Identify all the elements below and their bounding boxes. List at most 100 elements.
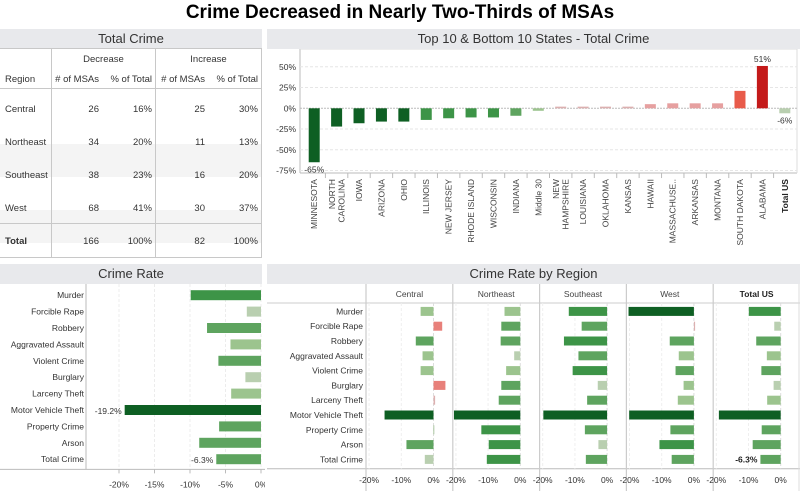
bar-property-crime — [219, 421, 261, 432]
bar-hawaii — [644, 104, 656, 109]
bar-total-us-larceny-theft — [767, 395, 781, 405]
bar-northeast-total-crime — [486, 454, 521, 464]
increase-pct: 20% — [238, 170, 258, 181]
x-tick-label: -10% — [391, 475, 411, 485]
x-tick-label: HAMPSHIRE — [560, 179, 570, 230]
x-tick-label: -10% — [478, 475, 498, 485]
bar-violent-crime — [218, 355, 261, 366]
bar-northeast-property-crime — [481, 425, 521, 435]
bar-northeast-murder — [504, 306, 521, 316]
x-tick-label: ARKANSAS — [690, 179, 700, 226]
x-tick-label: ILLINOIS — [421, 179, 431, 214]
bar-southeast-property-crime — [584, 425, 608, 435]
bar-kansas — [622, 106, 634, 109]
panel-header-northeast: Northeast — [478, 289, 515, 299]
column-header-region: Region — [5, 74, 36, 85]
bar-central-larceny-theft — [433, 395, 436, 405]
category-label: Motor Vehicle Theft — [11, 405, 85, 415]
category-label: Robbery — [331, 336, 364, 346]
panel-header-west: West — [660, 289, 680, 299]
bar-west-arson — [659, 440, 694, 450]
bar-middle-30 — [532, 108, 544, 111]
region-name: Total — [5, 236, 27, 247]
column-header-dec-count: # of MSAs — [55, 74, 99, 85]
x-tick-label: 0% — [514, 475, 527, 485]
panel-header-central: Central — [396, 289, 424, 299]
bar-north-carolina — [331, 108, 343, 127]
x-tick-label: 0% — [255, 479, 265, 489]
category-label: Murder — [57, 290, 84, 300]
bar-southeast-arson — [598, 440, 608, 450]
x-tick-label: IOWA — [354, 179, 364, 202]
bar-total-us-arson — [752, 440, 781, 450]
decrease-count: 68 — [88, 203, 99, 214]
bar-south-dakota — [734, 90, 746, 109]
bar-iowa — [353, 108, 365, 124]
y-tick-label: 25% — [279, 83, 296, 93]
category-label: Larceny Theft — [32, 389, 84, 399]
increase-pct: 13% — [238, 137, 258, 148]
bar-northeast-burglary — [501, 380, 521, 390]
states-chart-header: Top 10 & Bottom 10 States - Total Crime — [267, 29, 800, 49]
bar-west-forcible-rape — [693, 321, 696, 331]
bar-west-property-crime — [670, 425, 694, 435]
category-label: Total Crime — [320, 454, 363, 464]
x-tick-label: MASSACHUSE.. — [668, 179, 678, 243]
decrease-count: 38 — [88, 170, 99, 181]
bar-total-us-aggravated-assault — [766, 351, 781, 361]
region-name: West — [5, 203, 27, 214]
decrease-count: 26 — [88, 104, 99, 115]
divider — [51, 48, 52, 258]
x-tick-label: -10% — [739, 475, 759, 485]
bar-total-crime — [216, 454, 261, 465]
crime-rate-by-region-chart: Murder Forcible Rape Robbery Aggravated Ass… — [267, 284, 800, 491]
increase-pct: 30% — [238, 104, 258, 115]
divider — [0, 48, 262, 49]
total-crime-table: Decrease Increase Region # of MSAs % of Tota… — [0, 48, 262, 258]
bar-northeast-forcible-rape — [501, 321, 521, 331]
increase-pct: 37% — [238, 203, 258, 214]
column-header-inc-pct: % of Total — [216, 74, 258, 85]
bar-central-robbery — [415, 336, 434, 346]
bar-larceny-theft — [231, 388, 261, 399]
x-tick-label: SOUTH DAKOTA — [735, 179, 745, 246]
bar-northeast-motor-vehicle-theft — [453, 410, 521, 420]
crime-rate-by-region-header: Crime Rate by Region — [267, 264, 800, 284]
x-tick-label: NORTH — [327, 179, 337, 209]
decrease-pct: 20% — [132, 137, 152, 148]
bar-west-larceny-theft — [677, 395, 694, 405]
bar-northeast-arson — [488, 440, 521, 450]
category-label: Burglary — [331, 380, 363, 390]
bar-southeast-larceny-theft — [587, 395, 608, 405]
data-label: -6.3% — [191, 455, 214, 465]
x-tick-label: -20% — [706, 475, 726, 485]
bar-southeast-robbery — [563, 336, 608, 346]
x-tick-label: Middle 30 — [533, 179, 543, 216]
bar-aggravated-assault — [230, 339, 261, 350]
x-tick-label: -5% — [218, 479, 234, 489]
x-tick-label: ARIZONA — [376, 179, 386, 217]
bar-illinois — [420, 108, 432, 120]
region-name: Southeast — [5, 170, 48, 181]
decrease-pct: 100% — [127, 236, 152, 247]
x-tick-label: -20% — [359, 475, 379, 485]
divider — [0, 223, 262, 224]
bar-central-arson — [406, 440, 434, 450]
bar-southeast-forcible-rape — [581, 321, 608, 331]
bar-central-violent-crime — [420, 366, 434, 376]
bar-louisiana — [577, 106, 589, 109]
category-label: Violent Crime — [33, 356, 84, 366]
bar-west-robbery — [669, 336, 694, 346]
x-tick-label: -10% — [652, 475, 672, 485]
bar-total-us-murder — [748, 306, 781, 316]
category-label: Aggravated Assault — [11, 339, 85, 349]
y-tick-label: 50% — [279, 62, 296, 72]
bar-west-violent-crime — [675, 366, 694, 376]
dashboard-title: Crime Decreased in Nearly Two-Thirds of … — [185, 2, 615, 23]
category-label: Violent Crime — [312, 366, 363, 376]
decrease-pct: 16% — [132, 104, 152, 115]
x-tick-label: INDIANA — [511, 179, 521, 214]
x-tick-label: CAROLINA — [336, 179, 346, 223]
divider — [261, 48, 262, 258]
category-label: Aggravated Assault — [290, 351, 364, 361]
